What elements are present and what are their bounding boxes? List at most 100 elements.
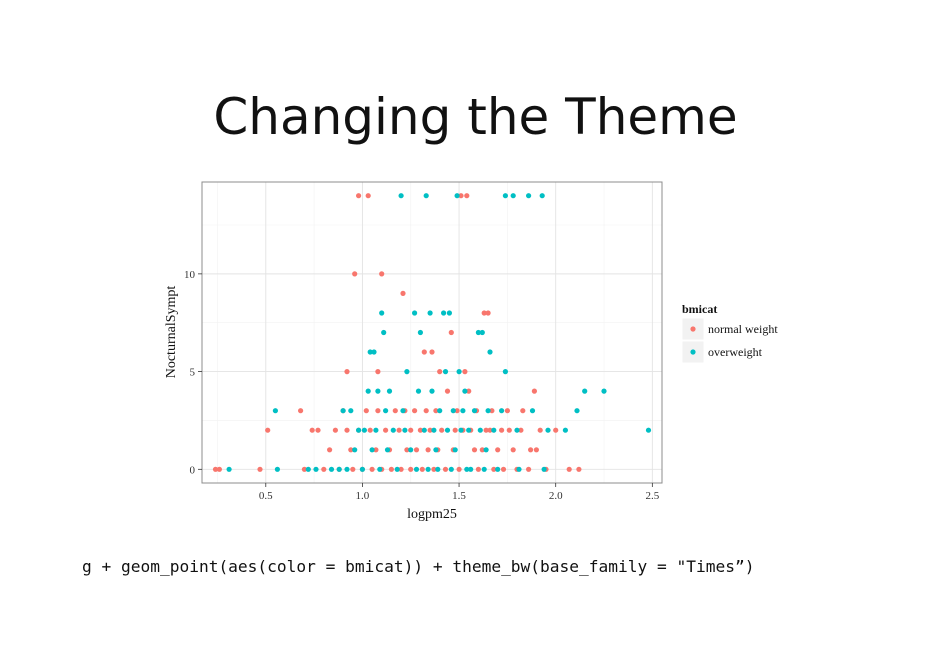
data-point: [379, 271, 385, 277]
data-point: [545, 427, 551, 433]
legend: bmicat normal weight overweight: [681, 302, 778, 364]
data-point: [272, 408, 278, 414]
data-point: [367, 427, 373, 433]
x-tick-label: 2.5: [645, 490, 659, 502]
data-point: [489, 408, 495, 414]
data-point: [413, 447, 420, 453]
data-point: [506, 427, 512, 433]
data-point: [369, 447, 375, 453]
data-point: [415, 388, 422, 394]
data-point: [454, 193, 460, 199]
data-point: [398, 193, 404, 199]
data-point: [361, 427, 367, 433]
data-point: [313, 466, 319, 472]
data-point: [487, 427, 493, 433]
data-point: [388, 466, 394, 472]
data-point: [468, 466, 474, 472]
y-axis: 0 5 10: [184, 269, 202, 476]
data-point: [510, 193, 516, 199]
data-point: [419, 466, 425, 472]
data-point: [454, 408, 460, 414]
x-tick-label: 2.0: [549, 490, 563, 502]
data-point: [423, 408, 429, 414]
data-point: [442, 369, 449, 375]
data-point: [367, 349, 373, 355]
data-point: [444, 427, 451, 433]
data-point: [456, 466, 462, 472]
data-point: [216, 466, 222, 472]
data-point: [441, 310, 447, 316]
data-point: [448, 329, 454, 336]
data-point: [458, 427, 464, 433]
data-point: [510, 447, 516, 453]
data-point: [562, 427, 569, 433]
data-point: [528, 447, 534, 453]
data-point: [375, 408, 381, 414]
x-tick-label: 1.5: [452, 490, 466, 502]
data-point: [340, 408, 346, 414]
legend-label: normal weight: [708, 322, 778, 336]
points-layer: [212, 193, 652, 472]
data-point: [365, 193, 371, 199]
data-point: [479, 329, 485, 336]
data-point: [531, 388, 538, 394]
x-axis: 0.5 1.0 1.5 2.0 2.5: [259, 483, 660, 502]
data-point: [477, 427, 483, 433]
data-point: [601, 388, 607, 394]
data-point: [386, 388, 393, 394]
data-point: [526, 193, 532, 199]
data-point: [429, 349, 435, 355]
data-point: [344, 466, 350, 472]
data-point: [427, 427, 433, 433]
data-point: [315, 427, 321, 433]
data-point: [348, 447, 354, 453]
data-point: [369, 466, 375, 472]
data-point: [392, 408, 398, 414]
data-point: [328, 466, 335, 472]
data-point: [450, 408, 456, 414]
data-point: [541, 466, 547, 472]
data-point: [435, 466, 441, 472]
data-point: [483, 427, 489, 433]
data-point: [404, 369, 410, 375]
data-point: [481, 310, 487, 316]
data-point: [265, 427, 271, 433]
data-point: [408, 427, 414, 433]
data-point: [499, 408, 505, 414]
data-point: [526, 466, 532, 472]
data-point: [464, 466, 470, 472]
data-point: [412, 310, 418, 316]
data-point: [576, 466, 582, 472]
data-point: [373, 447, 379, 453]
data-point: [481, 466, 487, 472]
data-point: [456, 369, 462, 375]
plot-panel-border: [201, 181, 663, 484]
data-point: [363, 408, 369, 414]
data-point: [226, 466, 232, 472]
data-point: [539, 193, 545, 199]
data-point: [321, 466, 327, 472]
data-point: [327, 447, 333, 453]
x-tick-label: 0.5: [259, 490, 273, 502]
data-point: [466, 388, 472, 394]
data-point: [257, 466, 263, 472]
data-point: [500, 466, 507, 472]
data-point: [383, 408, 389, 414]
data-point: [553, 427, 559, 433]
data-point: [421, 349, 427, 355]
data-point: [574, 408, 580, 414]
data-point: [466, 427, 472, 433]
data-point: [412, 408, 418, 414]
data-point: [417, 329, 423, 336]
data-point: [348, 408, 354, 414]
data-point: [384, 447, 391, 453]
y-axis-title: NocturnalSympt: [164, 286, 179, 379]
data-point: [458, 193, 464, 199]
data-point: [516, 466, 522, 472]
data-point: [394, 466, 400, 472]
data-point: [452, 447, 458, 453]
data-point: [437, 369, 443, 375]
data-point: [344, 369, 350, 375]
data-point: [502, 369, 508, 375]
